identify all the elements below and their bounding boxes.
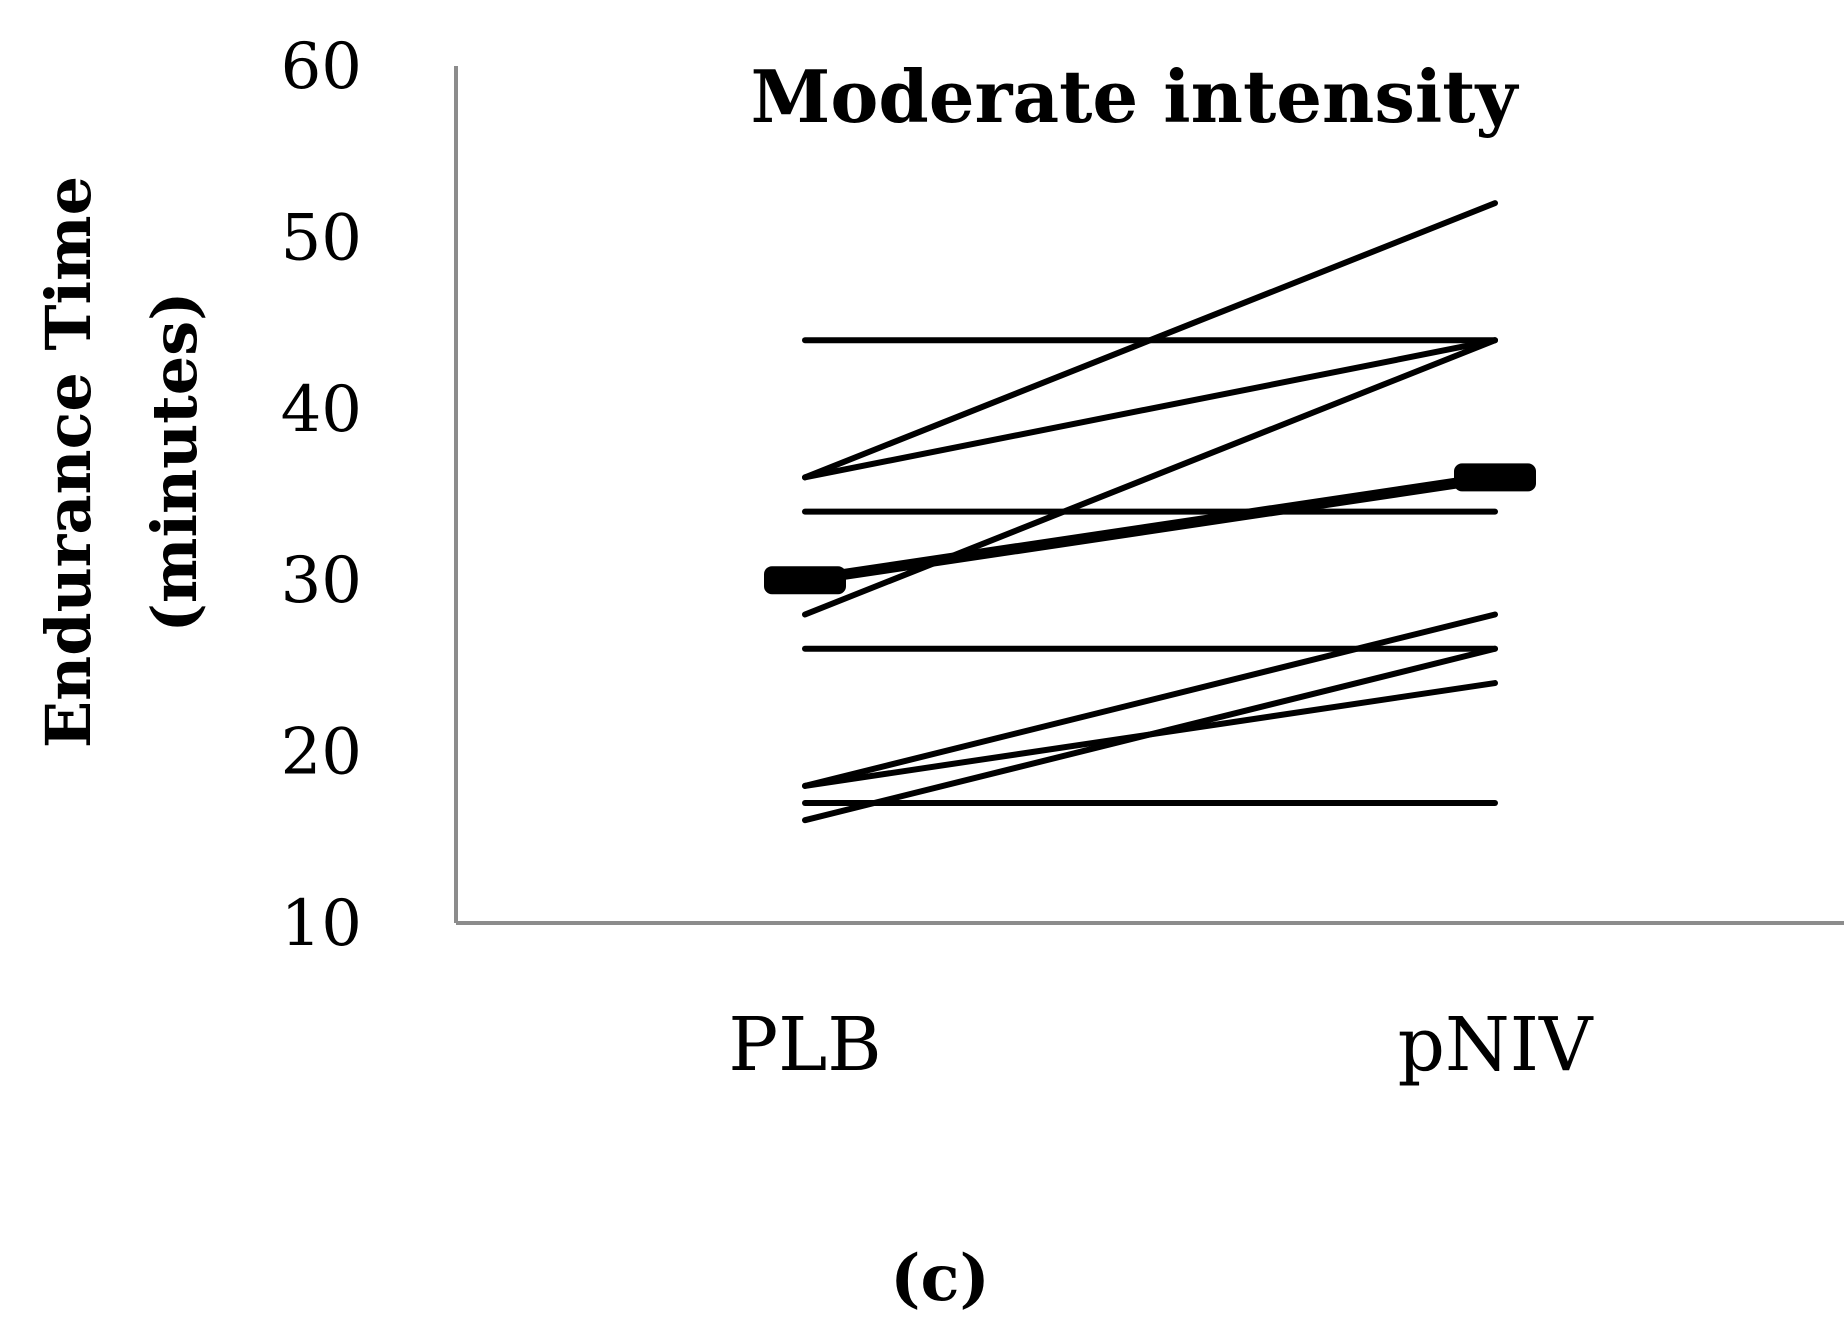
y-tick-label: 60 [281, 30, 362, 104]
series-line [802, 337, 1498, 481]
y-axis-label-line-1: Endurance Time [32, 176, 105, 748]
mean-marker [1454, 463, 1536, 492]
mean-marker [764, 566, 846, 595]
series-line [802, 645, 1498, 824]
series-lines [799, 200, 1501, 824]
x-tick-label: pNIV [1398, 1002, 1594, 1088]
series-line [802, 611, 1498, 789]
axes [454, 66, 1844, 925]
series-line-mean [799, 471, 1501, 586]
y-tick-label: 20 [281, 716, 362, 790]
y-axis-label-line-2: (minutes) [138, 292, 211, 633]
series-line [802, 200, 1498, 481]
series-line [802, 337, 1498, 618]
y-tick-label: 30 [281, 544, 362, 618]
y-tick-label: 40 [281, 373, 362, 447]
x-tick-labels: PLB pNIV [728, 1002, 1594, 1088]
y-tick-label: 50 [281, 201, 362, 275]
y-tick-label: 10 [281, 887, 362, 961]
panel-label: (c) [890, 1241, 990, 1316]
chart-title: Moderate intensity [751, 54, 1520, 139]
mean-markers [764, 463, 1536, 595]
x-tick-label: PLB [728, 1002, 881, 1088]
y-tick-labels: 10 20 30 40 50 60 [281, 30, 362, 961]
